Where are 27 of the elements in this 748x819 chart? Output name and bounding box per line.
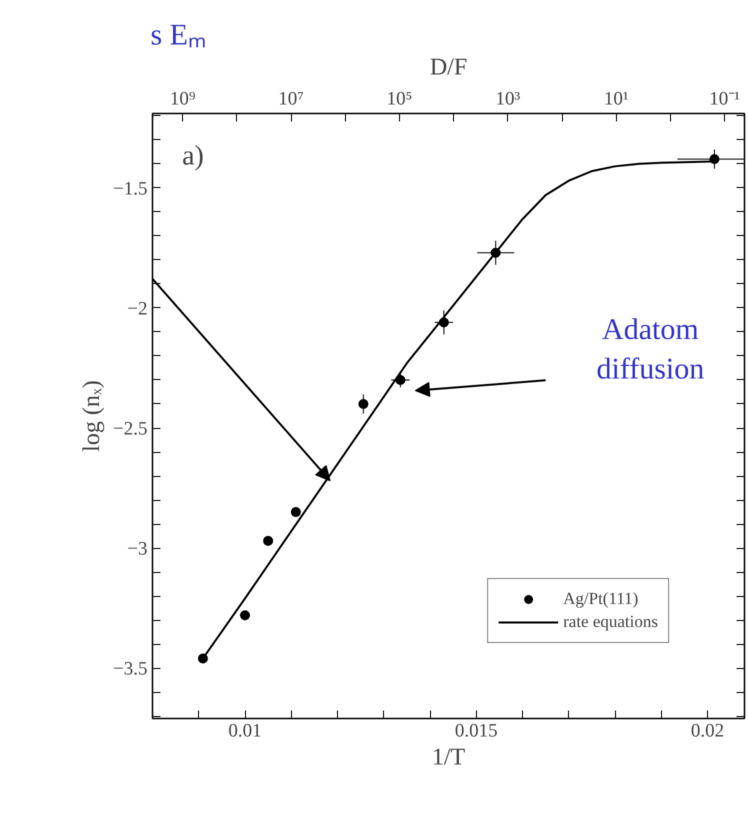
x-tick-label: 0.01 bbox=[228, 720, 262, 742]
x2-tick-label: 10⁷ bbox=[278, 88, 304, 110]
x2-tick-label: 10⁵ bbox=[386, 88, 412, 110]
text: s Eₘ bbox=[150, 18, 206, 52]
point bbox=[290, 507, 301, 518]
x2-tick-label: 10⁹ bbox=[170, 88, 196, 110]
legend-label: rate equations bbox=[563, 612, 658, 632]
x-tick-label: 0.02 bbox=[690, 720, 724, 742]
x2-tick-label: 10³ bbox=[495, 88, 520, 110]
x2-tick-label: 10¹ bbox=[604, 88, 629, 110]
y-tick-label: −3 bbox=[127, 538, 148, 560]
x-axis-title: 1/T bbox=[432, 744, 466, 770]
y-tick-label: −3.5 bbox=[113, 658, 148, 680]
x2-tick-label: 10⁻¹ bbox=[709, 88, 740, 110]
legend-label: Ag/Pt(111) bbox=[563, 589, 638, 609]
point bbox=[358, 399, 368, 409]
y-tick-label: −2.5 bbox=[113, 418, 148, 440]
y-axis-title: log (nₓ) bbox=[79, 380, 106, 452]
y-tick-label: −2 bbox=[127, 298, 148, 320]
point bbox=[709, 154, 720, 164]
point bbox=[240, 610, 250, 620]
point bbox=[263, 536, 274, 546]
x2-axis-title: D/F bbox=[430, 54, 468, 80]
annotation: Adatom diffusion bbox=[596, 313, 704, 386]
y-tick-label: −1.5 bbox=[113, 178, 148, 200]
x-tick-label: 0.015 bbox=[454, 720, 498, 742]
annotation: a) bbox=[182, 140, 204, 172]
